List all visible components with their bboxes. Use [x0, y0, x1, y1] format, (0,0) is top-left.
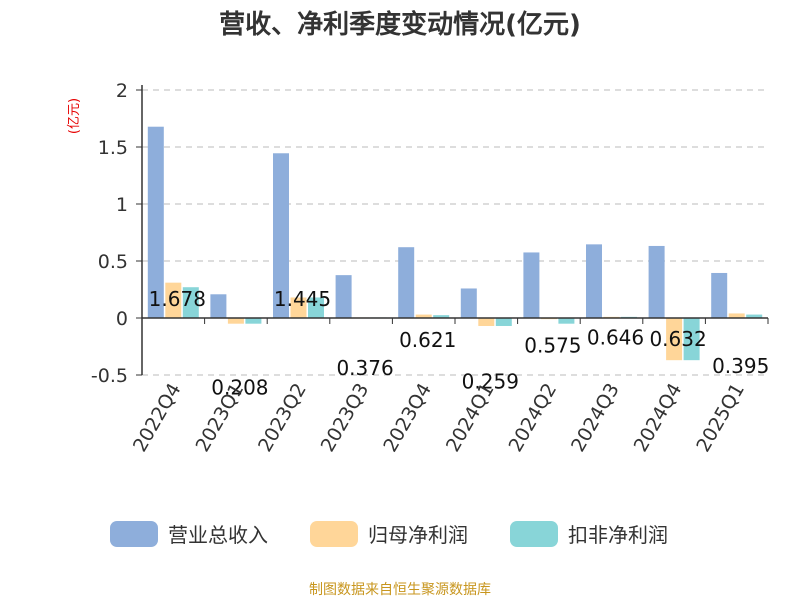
x-tick-label: 2023Q3: [317, 380, 374, 456]
bar-归母净利润-2023Q1: [227, 318, 244, 324]
data-label-2023Q2: 1.445: [274, 287, 331, 311]
x-tick-label: 2022Q4: [129, 380, 186, 456]
data-label-2024Q2: 0.575: [524, 333, 581, 357]
y-tick-label: 0: [116, 308, 128, 330]
bar-扣非净利润-2022Q4: [182, 287, 199, 318]
bar-营业总收入-2024Q4: [648, 245, 665, 318]
bar-扣非净利润-2023Q1: [245, 318, 262, 324]
bar-营业总收入-2024Q2: [523, 252, 540, 318]
y-tick-label: 1.5: [98, 137, 128, 159]
y-tick-label: -0.5: [91, 365, 128, 387]
x-tick-label: 2023Q4: [379, 380, 436, 456]
bar-营业总收入-2023Q4: [398, 247, 415, 318]
x-axis-ticks: 2022Q4 2023Q1 2023Q2 2023Q3 2023Q4 2024Q1 2024…: [129, 380, 749, 456]
source-note: 制图数据来自恒生聚源数据库: [309, 582, 491, 598]
bar-归母净利润-2023Q2: [290, 297, 307, 318]
x-tick-label: 2024Q4: [630, 380, 687, 456]
x-tick-label: 2024Q3: [567, 380, 624, 456]
x-tick-label: 2025Q1: [692, 380, 749, 456]
legend-swatch: [310, 521, 358, 547]
y-tick-label: 0.5: [98, 251, 128, 273]
bar-营业总收入-2024Q1: [460, 288, 477, 318]
bars: [147, 126, 763, 361]
bar-营业总收入-2023Q1: [210, 294, 227, 318]
bar-营业总收入-2024Q3: [586, 244, 602, 318]
legend-label: 营业总收入: [168, 523, 268, 547]
data-label-2023Q1: 0.208: [211, 375, 268, 399]
bar-营业总收入-2022Q4: [147, 126, 164, 318]
bar-营业总收入-2023Q2: [273, 153, 289, 318]
bar-扣非净利润-2024Q4: [683, 318, 700, 361]
data-label-2022Q4: 1.678: [149, 287, 206, 311]
bar-归母净利润-2024Q4: [666, 318, 683, 361]
bar-扣非净利润-2024Q1: [495, 318, 512, 326]
data-label-2025Q1: 0.395: [712, 354, 769, 378]
bar-扣非净利润-2024Q2: [558, 318, 575, 324]
bar-归母净利润-2024Q1: [478, 318, 495, 326]
y-tick-label: 1: [116, 194, 128, 216]
bar-归母净利润-2022Q4: [165, 282, 182, 318]
data-label-2023Q3: 0.376: [336, 356, 393, 380]
bar-扣非净利润-2025Q1: [746, 314, 763, 318]
y-axis-ticks: 2 1.5 1 0.5 0 -0.5: [91, 80, 142, 387]
bar-扣非净利润-2023Q2: [308, 297, 324, 318]
data-label-2024Q1: 0.259: [462, 369, 519, 393]
y-axis-unit: (亿元): [67, 98, 82, 134]
legend-swatch: [110, 521, 158, 547]
chart-title: 营收、净利季度变动情况(亿元): [219, 9, 581, 40]
data-label-2023Q4: 0.621: [399, 328, 456, 352]
axes: [141, 85, 769, 375]
legend-label: 扣非净利润: [568, 523, 668, 547]
bar-营业总收入-2025Q1: [711, 272, 728, 318]
bar-扣非净利润-2023Q4: [433, 315, 450, 318]
data-label-2024Q3: 0.646: [587, 325, 644, 349]
y-tick-label: 2: [116, 80, 128, 102]
data-label-2024Q4: 0.632: [649, 327, 706, 351]
bar-归母净利润-2023Q4: [415, 314, 432, 318]
bar-归母净利润-2025Q1: [728, 313, 745, 318]
legend-swatch: [510, 521, 558, 547]
bar-营业总收入-2023Q3: [335, 275, 352, 318]
legend-label: 归母净利润: [368, 523, 468, 547]
legend: 营业总收入 归母净利润 扣非净利润: [110, 521, 668, 547]
